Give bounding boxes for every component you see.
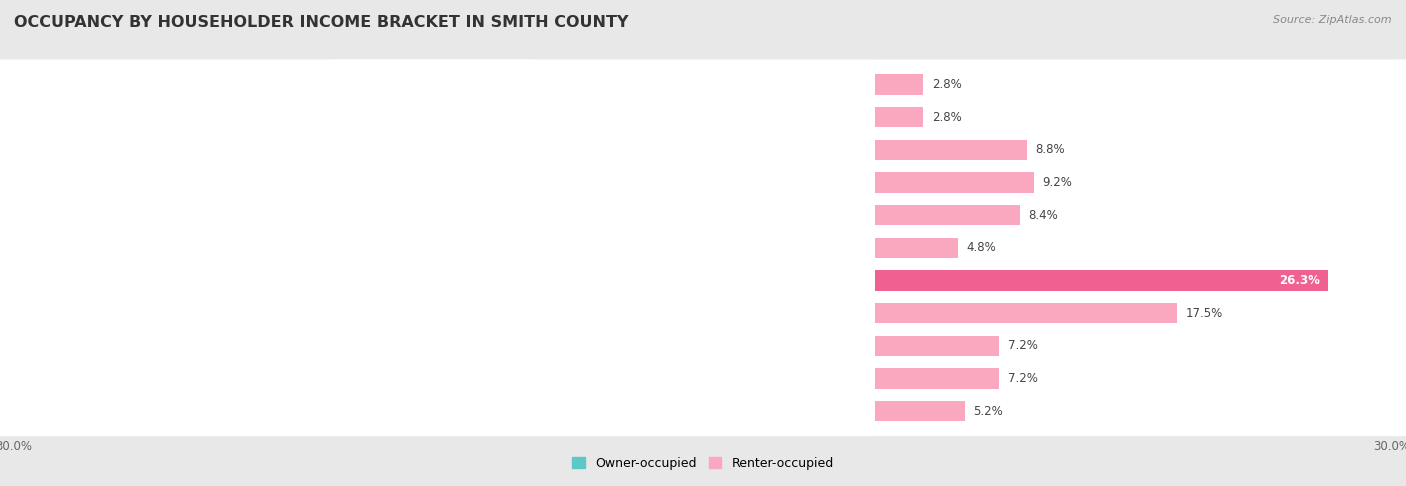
FancyBboxPatch shape xyxy=(0,354,1078,403)
Text: 8.4%: 8.4% xyxy=(1029,208,1059,222)
FancyBboxPatch shape xyxy=(0,191,1406,240)
Bar xyxy=(876,173,1033,192)
FancyBboxPatch shape xyxy=(0,92,1406,142)
Bar xyxy=(876,368,1000,389)
Bar xyxy=(876,205,1019,226)
Text: 15.7%: 15.7% xyxy=(215,307,252,320)
Bar xyxy=(876,139,1026,160)
FancyBboxPatch shape xyxy=(0,321,1078,371)
FancyBboxPatch shape xyxy=(0,256,1406,305)
FancyBboxPatch shape xyxy=(0,321,1406,371)
FancyBboxPatch shape xyxy=(0,191,1078,240)
FancyBboxPatch shape xyxy=(328,256,1406,305)
Text: 10.9%: 10.9% xyxy=(297,405,335,418)
Text: OCCUPANCY BY HOUSEHOLDER INCOME BRACKET IN SMITH COUNTY: OCCUPANCY BY HOUSEHOLDER INCOME BRACKET … xyxy=(14,15,628,30)
Text: 17.5%: 17.5% xyxy=(1185,307,1222,320)
FancyBboxPatch shape xyxy=(0,256,1078,305)
Bar xyxy=(876,336,1000,356)
Text: $25,000 to $34,999: $25,000 to $34,999 xyxy=(657,242,749,254)
FancyBboxPatch shape xyxy=(0,386,1078,436)
Bar xyxy=(260,303,531,323)
FancyBboxPatch shape xyxy=(0,223,1406,273)
Text: 1.5%: 1.5% xyxy=(467,111,496,123)
Bar xyxy=(876,238,957,258)
Text: 4.8%: 4.8% xyxy=(966,242,997,254)
Bar xyxy=(876,270,1329,291)
FancyBboxPatch shape xyxy=(328,92,1406,142)
FancyBboxPatch shape xyxy=(0,223,1078,273)
Text: $35,000 to $49,999: $35,000 to $49,999 xyxy=(657,274,749,287)
FancyBboxPatch shape xyxy=(328,60,1406,109)
Text: 2.8%: 2.8% xyxy=(932,78,962,91)
Bar xyxy=(430,173,531,192)
FancyBboxPatch shape xyxy=(328,288,1406,338)
Bar xyxy=(876,74,924,95)
FancyBboxPatch shape xyxy=(0,157,1078,208)
Text: $15,000 to $19,999: $15,000 to $19,999 xyxy=(657,176,749,189)
Text: 16.6%: 16.6% xyxy=(198,274,236,287)
Text: 7.2%: 7.2% xyxy=(1008,372,1038,385)
Text: 2.4%: 2.4% xyxy=(451,143,481,156)
FancyBboxPatch shape xyxy=(328,321,1406,371)
Text: Less than $5,000: Less than $5,000 xyxy=(655,80,751,89)
FancyBboxPatch shape xyxy=(328,125,1406,174)
Text: $75,000 to $99,999: $75,000 to $99,999 xyxy=(657,339,749,352)
FancyBboxPatch shape xyxy=(0,60,1406,109)
Text: 26.3%: 26.3% xyxy=(1278,274,1320,287)
Bar xyxy=(489,139,531,160)
Bar xyxy=(876,401,965,421)
Bar xyxy=(298,238,531,258)
Bar xyxy=(876,107,924,127)
Text: 9.2%: 9.2% xyxy=(1042,176,1073,189)
Text: 7.2%: 7.2% xyxy=(1008,339,1038,352)
Text: 2.8%: 2.8% xyxy=(932,111,962,123)
FancyBboxPatch shape xyxy=(0,288,1078,338)
Text: $100,000 to $149,999: $100,000 to $149,999 xyxy=(650,372,756,385)
Bar xyxy=(256,336,531,356)
Text: 5.8%: 5.8% xyxy=(392,176,422,189)
FancyBboxPatch shape xyxy=(328,354,1406,403)
FancyBboxPatch shape xyxy=(0,92,1078,142)
Bar xyxy=(245,270,531,291)
Bar xyxy=(505,107,531,127)
FancyBboxPatch shape xyxy=(0,125,1406,174)
FancyBboxPatch shape xyxy=(0,288,1406,338)
Text: $10,000 to $14,999: $10,000 to $14,999 xyxy=(657,143,749,156)
Text: $20,000 to $24,999: $20,000 to $24,999 xyxy=(657,208,749,222)
Text: $150,000 or more: $150,000 or more xyxy=(654,406,752,416)
Bar xyxy=(329,368,531,389)
Text: 13.5%: 13.5% xyxy=(253,242,290,254)
Text: 11.7%: 11.7% xyxy=(283,372,321,385)
FancyBboxPatch shape xyxy=(0,386,1406,436)
FancyBboxPatch shape xyxy=(0,157,1406,208)
Text: $50,000 to $74,999: $50,000 to $74,999 xyxy=(657,307,749,320)
Bar xyxy=(516,74,531,95)
Text: 5.2%: 5.2% xyxy=(973,405,1002,418)
Text: Source: ZipAtlas.com: Source: ZipAtlas.com xyxy=(1274,15,1392,25)
FancyBboxPatch shape xyxy=(0,60,1078,109)
FancyBboxPatch shape xyxy=(0,354,1406,403)
Text: $5,000 to $9,999: $5,000 to $9,999 xyxy=(664,111,742,123)
FancyBboxPatch shape xyxy=(328,191,1406,240)
FancyBboxPatch shape xyxy=(328,157,1406,208)
Text: 5.1%: 5.1% xyxy=(405,208,434,222)
Legend: Owner-occupied, Renter-occupied: Owner-occupied, Renter-occupied xyxy=(568,452,838,475)
FancyBboxPatch shape xyxy=(328,223,1406,273)
Text: 16.0%: 16.0% xyxy=(209,339,246,352)
FancyBboxPatch shape xyxy=(0,125,1078,174)
Bar xyxy=(876,303,1177,323)
Bar xyxy=(443,205,531,226)
Text: 0.84%: 0.84% xyxy=(471,78,508,91)
Text: 8.8%: 8.8% xyxy=(1035,143,1064,156)
Bar xyxy=(343,401,531,421)
FancyBboxPatch shape xyxy=(328,386,1406,436)
